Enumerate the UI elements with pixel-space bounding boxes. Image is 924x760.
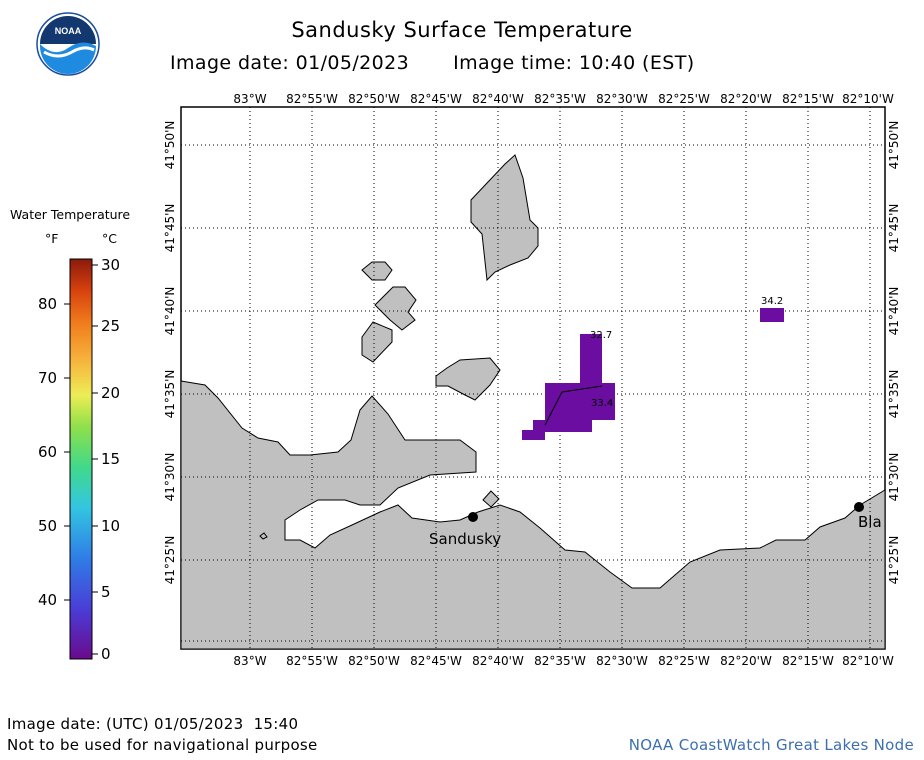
lat-label-left: 41°30'N [163, 453, 177, 502]
noaa-logo-icon: NOAA [36, 12, 100, 76]
lat-label-left: 41°45'N [163, 204, 177, 253]
contour-line [544, 391, 563, 426]
temperature-label: 33.4 [591, 398, 613, 409]
lon-label-bottom: 82°35'W [534, 654, 586, 668]
legend-f-label: 80 [38, 295, 57, 313]
graticule [181, 107, 885, 649]
legend-f-label: 40 [38, 591, 57, 609]
lon-label-bottom: 82°50'W [348, 654, 400, 668]
place-marker-bellevue [854, 502, 864, 512]
lon-label-top: 82°25'W [658, 92, 710, 106]
place-label-bellevue: Bla [858, 513, 882, 531]
credit: NOAA CoastWatch Great Lakes Node [628, 736, 914, 754]
lon-label-bottom: 82°40'W [472, 654, 524, 668]
lon-label-top: 82°40'W [472, 92, 524, 106]
lon-label-top: 82°45'W [410, 92, 462, 106]
lon-label-bottom: 82°45'W [410, 654, 462, 668]
lon-label-bottom: 82°15'W [782, 654, 834, 668]
legend-c-label: 30 [101, 256, 120, 274]
image-time: Image time: 10:40 (EST) [453, 52, 695, 74]
temperature-pixel-east [760, 308, 784, 322]
temperature-label: 32.7 [590, 330, 612, 341]
legend-c-label: 15 [101, 450, 120, 468]
legend-title: Water Temperature [10, 207, 131, 222]
place-label-sandusky: Sandusky [429, 530, 501, 548]
legend-ticks [64, 264, 98, 655]
lon-label-bottom: 82°30'W [596, 654, 648, 668]
lat-label-right: 41°25'N [887, 536, 901, 585]
noaa-logo-text: NOAA [55, 26, 82, 36]
lon-label-bottom: 82°25'W [658, 654, 710, 668]
contour-line [561, 385, 603, 393]
legend-color-bar [69, 258, 93, 660]
cloud-patch-d [435, 357, 501, 401]
lon-label-bottom: 83°W [233, 654, 266, 668]
lon-label-top: 83°W [233, 92, 266, 106]
land-islet [482, 490, 500, 508]
lon-label-bottom: 82°10'W [842, 654, 894, 668]
legend-c-label: 5 [101, 583, 111, 601]
legend-c-label: 0 [101, 645, 111, 663]
cloud-patch-north [470, 154, 539, 282]
legend-c-label: 10 [101, 517, 120, 535]
cloud-patch-a [361, 261, 393, 281]
lat-label-right: 41°35'N [887, 370, 901, 419]
cloud-patch-c [361, 321, 393, 363]
legend-c-label: 25 [101, 317, 120, 335]
lat-label-right: 41°45'N [887, 204, 901, 253]
page-title: Sandusky Surface Temperature [291, 18, 633, 42]
lon-label-top: 82°30'W [596, 92, 648, 106]
disclaimer: Not to be used for navigational purpose [7, 736, 318, 754]
lon-label-top: 82°20'W [720, 92, 772, 106]
lat-label-left: 41°50'N [163, 121, 177, 170]
utc-date: Image date: (UTC) 01/05/2023 15:40 [7, 715, 299, 733]
lon-label-top: 82°15'W [782, 92, 834, 106]
cloud-patch-b [374, 286, 417, 331]
lon-label-bottom: 82°20'W [720, 654, 772, 668]
place-marker-sandusky [468, 512, 478, 522]
lon-label-bottom: 82°55'W [286, 654, 338, 668]
lon-label-top: 82°35'W [534, 92, 586, 106]
temperature-label: 34.2 [761, 296, 783, 307]
legend-f-label: 50 [38, 517, 57, 535]
legend-f-label: 60 [38, 443, 57, 461]
lat-label-right: 41°40'N [887, 287, 901, 336]
legend-unit-c: °C [102, 231, 117, 246]
legend-c-label: 20 [101, 384, 120, 402]
land-dot [259, 532, 268, 540]
image-date-time: Image date: 01/05/2023 Image time: 10:40 … [170, 52, 770, 74]
lat-label-left: 41°25'N [163, 536, 177, 585]
lat-label-left: 41°35'N [163, 370, 177, 419]
lat-label-left: 41°40'N [163, 287, 177, 336]
lon-label-top: 82°50'W [348, 92, 400, 106]
land-shoreline [180, 380, 886, 650]
lon-label-top: 82°10'W [842, 92, 894, 106]
lat-label-right: 41°50'N [887, 121, 901, 170]
temperature-pixels-main [522, 334, 615, 440]
lon-label-top: 82°55'W [286, 92, 338, 106]
legend-unit-f: °F [45, 231, 59, 246]
image-date: Image date: 01/05/2023 [170, 52, 410, 74]
lat-label-right: 41°30'N [887, 453, 901, 502]
legend-f-label: 70 [38, 369, 57, 387]
